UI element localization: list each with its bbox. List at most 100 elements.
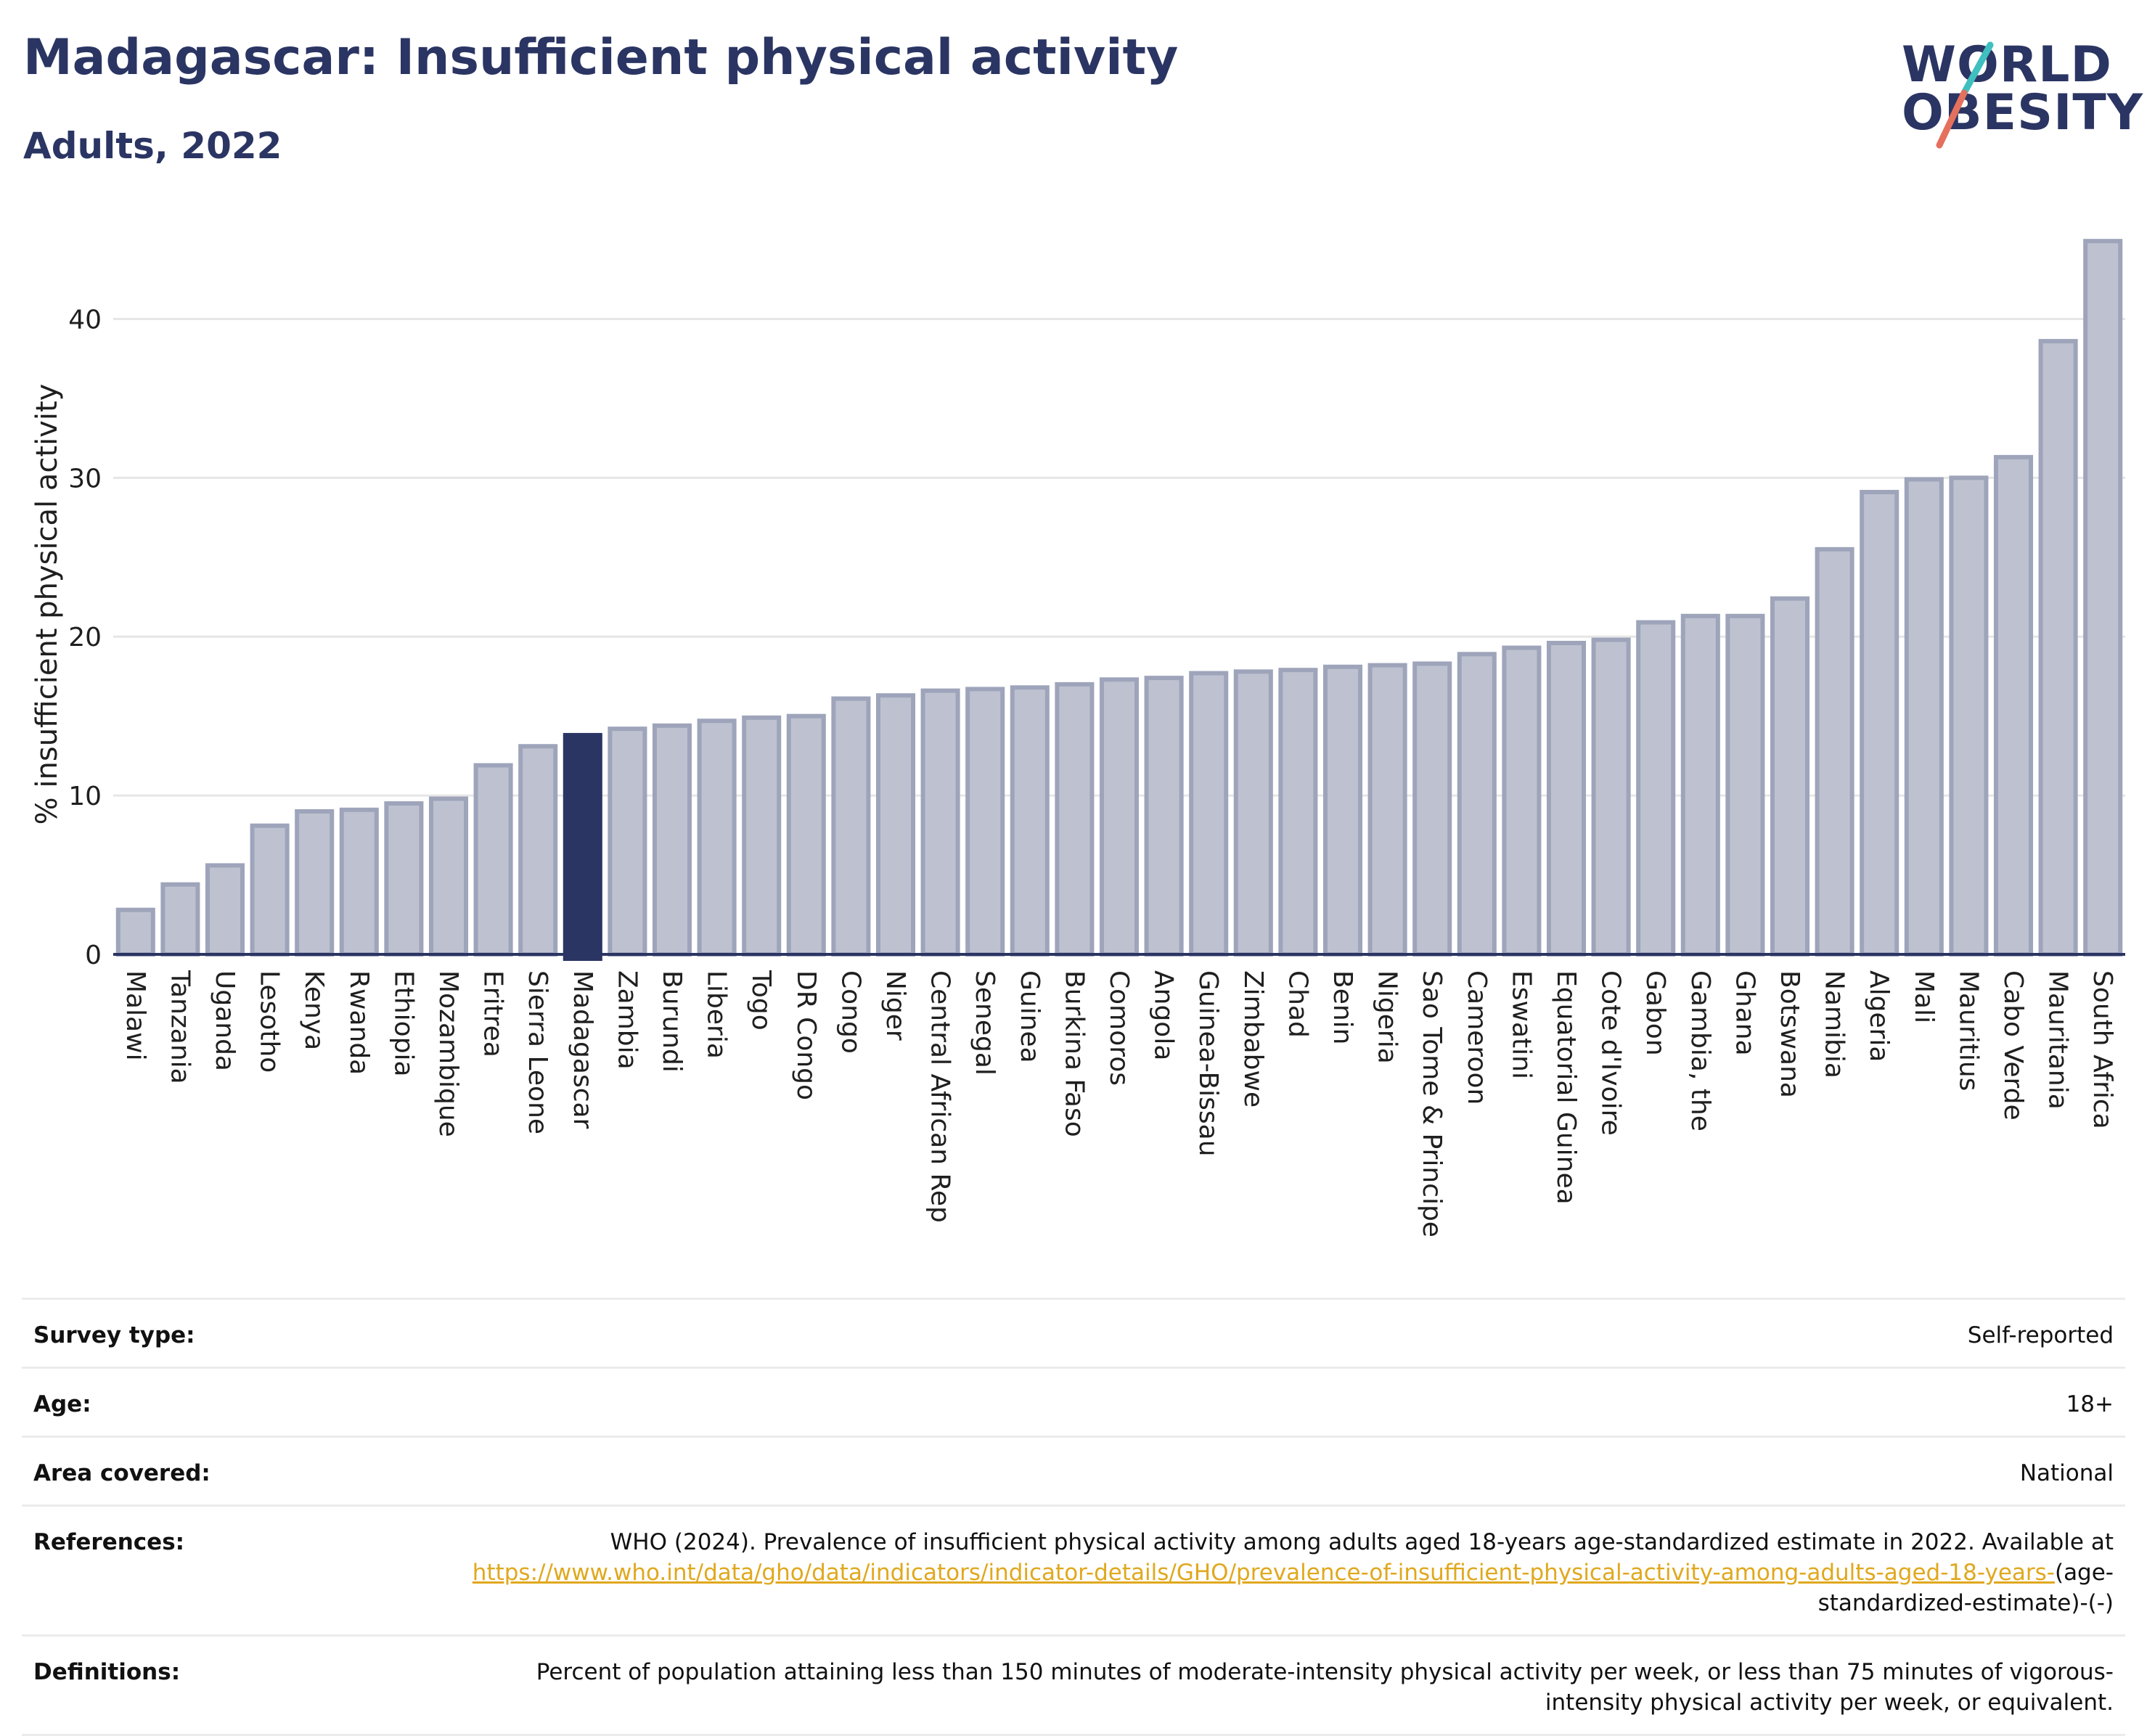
bar-south-africa xyxy=(2083,239,2123,957)
x-tick-label: Ghana xyxy=(1730,970,1759,1056)
bar-mali xyxy=(1904,477,1944,957)
y-tick-label: 40 xyxy=(68,305,102,335)
bar-botswana xyxy=(1770,596,1810,957)
x-tick-label: Comoros xyxy=(1104,970,1134,1086)
x-tick-label: Mauritania xyxy=(2043,970,2073,1110)
info-row-area: Area covered: National xyxy=(22,1438,2125,1507)
bar-mozambique xyxy=(428,796,469,957)
x-tick-label: Benin xyxy=(1328,970,1357,1044)
x-tick-label: Equatorial Guinea xyxy=(1551,970,1581,1205)
y-tick-label: 0 xyxy=(85,941,102,970)
bar-comoros xyxy=(1099,677,1140,957)
bar-niger xyxy=(875,693,916,957)
x-tick-label: Uganda xyxy=(210,970,240,1071)
x-tick-label: Sierra Leone xyxy=(523,970,552,1134)
bar-gambia-the xyxy=(1680,613,1720,957)
bar-togo xyxy=(742,715,782,957)
info-row-age: Age: 18+ xyxy=(22,1369,2125,1438)
x-tick-label: Niger xyxy=(880,970,910,1041)
bar-gabon xyxy=(1636,620,1676,957)
y-tick-label: 10 xyxy=(68,782,102,811)
x-tick-label: Togo xyxy=(746,970,776,1031)
bar-cabo-verde xyxy=(1993,454,2034,957)
bar-cote-d-ivoire xyxy=(1591,637,1631,957)
x-tick-label: Lesotho xyxy=(255,970,285,1073)
references-suffix: (age-standardized-estimate)-(-) xyxy=(1817,1560,2114,1616)
x-tick-label: Gabon xyxy=(1640,970,1670,1056)
bar-mauritius xyxy=(1949,475,1989,957)
x-tick-label: Zambia xyxy=(612,970,642,1070)
y-axis-ticks: 0 10 20 30 40 xyxy=(68,305,102,970)
info-row-references: References: WHO (2024). Prevalence of in… xyxy=(22,1507,2125,1637)
x-tick-label: Cameroon xyxy=(1462,970,1492,1105)
x-tick-label: Liberia xyxy=(702,970,732,1059)
bar-namibia xyxy=(1815,546,1854,957)
x-tick-label: South Africa xyxy=(2087,970,2117,1129)
bar-lesotho xyxy=(250,823,290,957)
bar-zimbabwe xyxy=(1233,669,1273,957)
x-tick-label: Malawi xyxy=(120,970,150,1061)
x-tick-label: Guinea-Bissau xyxy=(1193,970,1223,1157)
bar-sierra-leone xyxy=(518,744,558,957)
references-text: WHO (2024). Prevalence of insufficient p… xyxy=(610,1529,2114,1555)
definitions-label: Definitions: xyxy=(33,1659,181,1685)
x-tick-label: Cote d'Ivoire xyxy=(1596,970,1626,1136)
bar-ghana xyxy=(1725,613,1765,957)
x-tick-label: Sao Tome & Principe xyxy=(1417,970,1447,1237)
x-tick-label: Eswatini xyxy=(1506,970,1536,1079)
survey-type-label: Survey type: xyxy=(33,1322,195,1348)
bar-burundi xyxy=(652,723,692,957)
x-tick-label: Kenya xyxy=(299,970,329,1050)
references-label: References: xyxy=(33,1529,185,1555)
x-tick-label: Mali xyxy=(1909,970,1939,1023)
bar-eswatini xyxy=(1502,645,1542,957)
age-label: Age: xyxy=(33,1391,91,1417)
bar-chad xyxy=(1278,668,1318,957)
bar-kenya xyxy=(295,809,335,957)
bar-burkina-faso xyxy=(1055,681,1095,957)
info-row-definitions: Definitions: Percent of population attai… xyxy=(22,1637,2125,1736)
bar-congo xyxy=(831,696,871,957)
bar-rwanda xyxy=(339,807,379,957)
x-tick-label: Algeria xyxy=(1864,970,1894,1063)
area-covered-label: Area covered: xyxy=(33,1460,210,1486)
definitions-value: Percent of population attaining less tha… xyxy=(536,1659,2114,1716)
bar-nigeria xyxy=(1367,663,1407,957)
info-row-survey: Survey type: Self-reported xyxy=(22,1300,2125,1369)
x-axis-labels: Malawi Tanzania Uganda Lesotho Kenya Rwanda Et… xyxy=(120,970,2117,1237)
x-tick-label: Botswana xyxy=(1775,970,1804,1098)
x-tick-label: Zimbabwe xyxy=(1238,970,1268,1107)
survey-type-value: Self-reported xyxy=(1967,1322,2114,1348)
x-tick-label: Burundi xyxy=(657,970,687,1073)
age-value: 18+ xyxy=(2066,1391,2114,1417)
bars xyxy=(115,239,2123,962)
x-tick-label: DR Congo xyxy=(791,970,821,1100)
bar-mauritania xyxy=(2038,339,2078,957)
x-tick-label: Eritrea xyxy=(478,970,508,1057)
y-tick-label: 20 xyxy=(68,623,102,652)
x-tick-label: Rwanda xyxy=(344,970,374,1075)
bar-malawi xyxy=(115,907,155,957)
chart-subtitle: Adults, 2022 xyxy=(23,125,282,167)
logo-text-obesity: OBESITY xyxy=(1902,84,2143,142)
bar-tanzania xyxy=(160,882,200,957)
x-tick-label: Mauritius xyxy=(1953,970,1983,1091)
references-link[interactable]: https://www.who.int/data/gho/data/indica… xyxy=(472,1560,2055,1586)
bar-senegal xyxy=(965,687,1005,957)
x-tick-label: Cabo Verde xyxy=(1998,970,2028,1121)
x-tick-label: Senegal xyxy=(970,970,999,1076)
x-tick-label: Congo xyxy=(835,970,865,1054)
x-tick-label: Gambia, the xyxy=(1685,970,1715,1131)
bar-dr-congo xyxy=(786,713,826,957)
x-tick-label: Burkina Faso xyxy=(1059,970,1089,1137)
x-tick-label: Guinea xyxy=(1015,970,1044,1063)
bar-algeria xyxy=(1860,490,1899,957)
bar-benin xyxy=(1322,664,1363,957)
bar-equatorial-guinea xyxy=(1546,640,1587,957)
x-tick-label: Chad xyxy=(1283,970,1312,1038)
bar-central-african-rep xyxy=(920,688,960,957)
bar-angola xyxy=(1144,676,1184,957)
info-table: Survey type: Self-reported Age: 18+ Area… xyxy=(22,1298,2125,1736)
x-tick-label: Central African Rep xyxy=(925,970,955,1223)
bar-ethiopia xyxy=(384,801,424,957)
